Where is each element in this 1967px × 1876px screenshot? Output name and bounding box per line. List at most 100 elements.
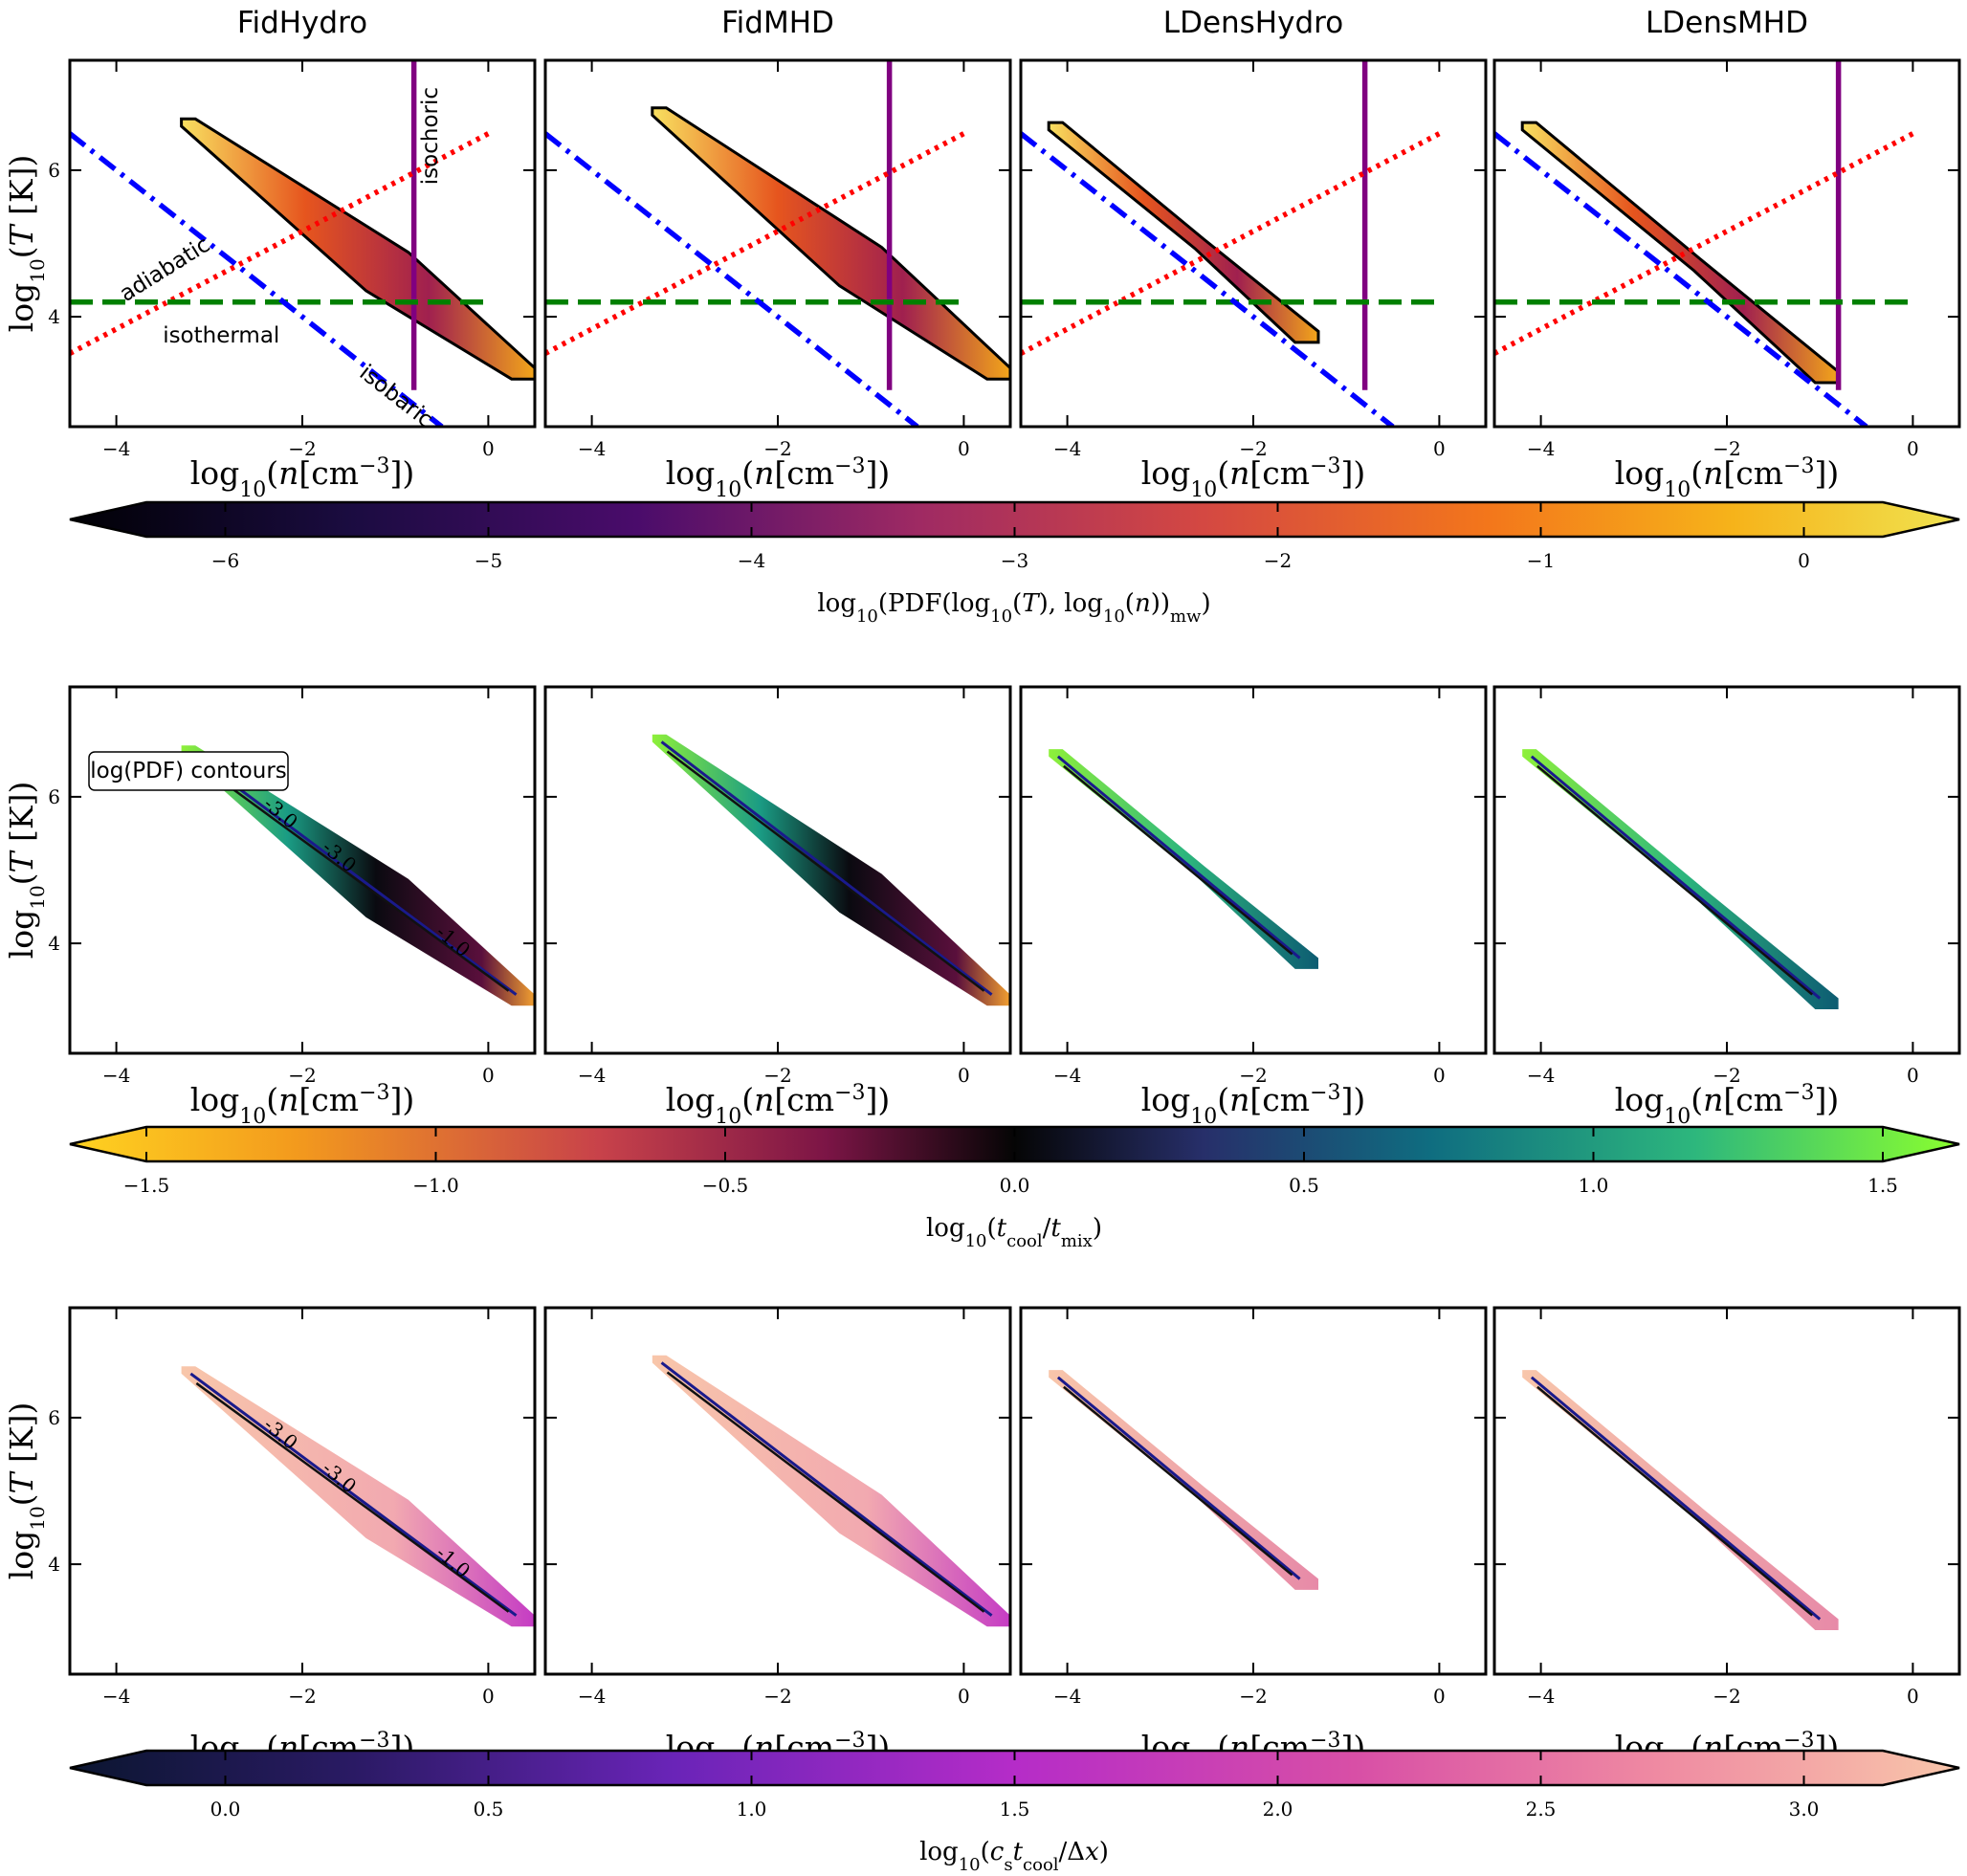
reference-line-isobaric [70, 131, 444, 427]
panel-frame [1492, 685, 1961, 1055]
panel-frame [68, 58, 537, 429]
column-title: LDensMHD [1646, 6, 1808, 40]
colorbar-label: log10(tcool/tmix) [926, 1214, 1102, 1251]
colorbar-tick-label: 0.5 [474, 1798, 504, 1821]
colorbar-row-2: −1.5 −1.0 −0.5 0.0 0.5 1.0 1.5 log10(tcool/tmix… [69, 1125, 1960, 1251]
reference-line-adiabatic [1021, 131, 1441, 356]
contour-line [1056, 1376, 1301, 1580]
contour-line [1530, 1376, 1822, 1621]
x-tick-label: 0 [1907, 1685, 1919, 1708]
panel-ldensmhd-row-1: −4 −2 0 log10(n[cm−3]) [1492, 58, 1961, 502]
colorbar-tick-label: −1.5 [123, 1174, 170, 1197]
contour-line [189, 1372, 518, 1617]
colorbar-tick-label: −0.5 [702, 1174, 749, 1197]
colorbar-tick-label: −4 [738, 549, 765, 572]
x-tick-label: −2 [1239, 1064, 1267, 1087]
colorbar-tick-label: 0.0 [210, 1798, 241, 1821]
x-tick-label: 0 [482, 1064, 495, 1087]
column-title: FidMHD [721, 6, 834, 40]
x-tick-label: 0 [482, 437, 495, 460]
x-axis-label: log10(n[cm−3]) [190, 1081, 415, 1129]
x-tick-label: −4 [578, 437, 606, 460]
x-tick-label: −4 [1053, 1064, 1081, 1087]
colorbar-tick-label: 1.5 [1868, 1174, 1898, 1197]
colorbar-label: log10(cstcool/Δx) [919, 1838, 1109, 1875]
contour-line [1063, 1385, 1293, 1577]
colorbar-tick-label: 1.0 [1579, 1174, 1609, 1197]
distribution-band [651, 106, 1010, 381]
y-tick-label: 4 [48, 932, 60, 955]
x-axis-label: log10(n[cm−3]) [190, 454, 415, 502]
reference-line-isobaric [545, 131, 919, 427]
panel-frame [68, 1306, 537, 1676]
panel-content [1021, 60, 1441, 427]
colorbar-tick-label: −1 [1527, 549, 1555, 572]
x-tick-label: −2 [1239, 437, 1267, 460]
panel-frame [543, 58, 1012, 429]
panel-frame [1019, 1306, 1488, 1676]
reference-line-isobaric [1494, 131, 1868, 427]
colorbar-tick-label: −6 [211, 549, 239, 572]
contour-line [1536, 764, 1813, 996]
colorbar-tick-label: 0 [1798, 549, 1810, 572]
panel-content: -3.0-3.0-1.0 [181, 1366, 535, 1627]
y-tick-label: 6 [48, 1406, 60, 1429]
colorbar-tick-label: 0.5 [1289, 1174, 1319, 1197]
panel-fidmhd-row-2: −4 −2 0 log10(n[cm−3]) [543, 685, 1012, 1129]
reference-line-adiabatic [1494, 131, 1914, 356]
colorbar-bar [69, 1749, 1960, 1787]
x-tick-label: 0 [958, 437, 970, 460]
x-tick-label: −4 [1527, 437, 1555, 460]
contour-line [666, 750, 985, 992]
annotation-isothermal: isothermal [163, 323, 279, 348]
colorbar-tick-label: −5 [475, 549, 502, 572]
reference-line-adiabatic [545, 131, 965, 356]
annotation-isochoric: isochoric [418, 87, 443, 185]
x-tick-label: −4 [102, 437, 130, 460]
panel-content [1494, 60, 1914, 427]
colorbar-label: log10(PDF(log10(T), log10(n))mw) [817, 589, 1210, 627]
x-tick-label: −2 [1239, 1685, 1267, 1708]
x-tick-label: 0 [1907, 1064, 1919, 1087]
colorbar-tick-label: −2 [1264, 549, 1292, 572]
distribution-band [1520, 121, 1841, 385]
legend-text: log(PDF) contours [90, 759, 287, 784]
colorbar-row-1: −6 −5 −4 −3 −2 −1 0 log10(PDF(log10(T), log10(n… [69, 500, 1960, 627]
x-axis-label: log10(n[cm−3]) [1141, 1081, 1366, 1129]
x-tick-label: −2 [1713, 437, 1740, 460]
colorbar-tick-label: 2.0 [1263, 1798, 1293, 1821]
y-tick-label: 6 [48, 785, 60, 808]
x-tick-label: 0 [1907, 437, 1919, 460]
contour-line [1063, 764, 1293, 956]
panel-frame [1492, 58, 1961, 429]
panel-frame [543, 1306, 1012, 1676]
x-tick-label: −2 [1713, 1685, 1740, 1708]
panel-ldenshydro-row-2: −4 −2 0 log10(n[cm−3]) [1019, 685, 1488, 1129]
x-tick-label: −2 [288, 1685, 316, 1708]
x-tick-label: −4 [1527, 1064, 1555, 1087]
y-tick-label: 4 [48, 1553, 60, 1576]
panel-content [652, 1355, 1010, 1627]
reference-line-adiabatic [70, 131, 490, 356]
x-tick-label: −4 [1053, 1685, 1081, 1708]
x-tick-label: −4 [1053, 437, 1081, 460]
x-axis-label: log10(n[cm−3]) [1615, 454, 1840, 502]
x-tick-label: −2 [763, 437, 791, 460]
distribution-band [180, 117, 535, 381]
x-tick-label: −4 [102, 1064, 130, 1087]
panel-content [1522, 1370, 1839, 1630]
colorbar-tick-label: −1.0 [412, 1174, 459, 1197]
panel-content [1049, 749, 1318, 969]
colorbar-bar [69, 500, 1960, 539]
y-axis-label: log10(T [K]) [3, 155, 49, 333]
colorbar-tick-label: 1.0 [737, 1798, 767, 1821]
x-tick-label: 0 [1433, 437, 1446, 460]
x-axis-label: log10(n[cm−3]) [666, 454, 891, 502]
x-tick-label: 0 [482, 1685, 495, 1708]
y-axis-label: log10(T [K]) [3, 782, 49, 960]
panel-frame [68, 685, 537, 1055]
contour-line [1530, 755, 1822, 1000]
contour-line [660, 1361, 993, 1617]
